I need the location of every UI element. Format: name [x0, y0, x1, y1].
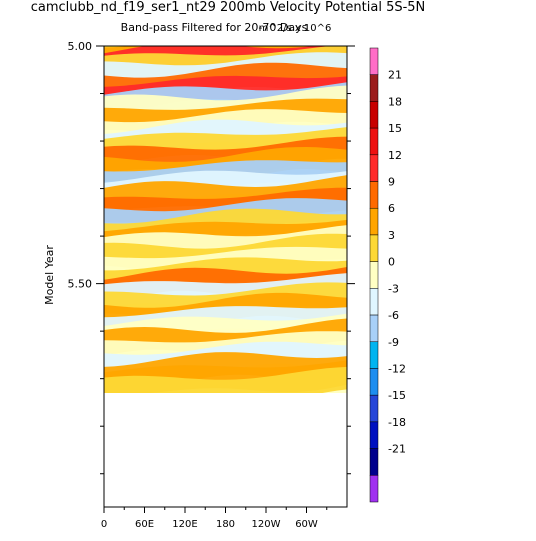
colorbar-box [369, 181, 379, 209]
colorbar-label: 12 [388, 149, 402, 162]
y-tick-label: 5.50 [68, 278, 93, 291]
colorbar-label: -12 [388, 362, 406, 375]
colorbar-box [369, 74, 379, 102]
y-axis-label: Model Year [43, 245, 56, 305]
colorbar-label: 6 [388, 202, 395, 215]
x-tick-label: 60W [295, 519, 318, 530]
colorbar-box [369, 341, 379, 369]
x-tick-label: 60E [135, 519, 154, 530]
colorbar-box [369, 368, 379, 396]
x-tick-label: 120W [252, 519, 281, 530]
colorbar-box [369, 154, 379, 182]
colorbar-box [369, 47, 379, 75]
colorbar-box [369, 207, 379, 236]
contour-fill [104, 46, 347, 393]
colorbar-box [369, 421, 379, 449]
colorbar: 21 18 15 12 9 6 3 0 -3 -6 -9 -12 -15 -18 -21 [369, 47, 406, 503]
y-tick-label: 5.00 [68, 40, 93, 53]
colorbar-box [369, 448, 379, 476]
colorbar-label: 0 [388, 256, 395, 269]
colorbar-box [369, 288, 379, 316]
chart-subtitle: Band-pass Filtered for 20-70 Days [121, 21, 308, 34]
y-axis: 5.00 5.50 [68, 40, 355, 475]
x-axis: 0 60E 120E 180 120W 60W [101, 507, 328, 530]
colorbar-label: 3 [388, 229, 395, 242]
contour-band [104, 366, 347, 393]
x-tick-label: 120E [172, 519, 197, 530]
colorbar-box [369, 101, 379, 129]
colorbar-label: -15 [388, 389, 406, 402]
colorbar-label: -18 [388, 416, 406, 429]
colorbar-box [369, 127, 379, 156]
colorbar-box [369, 475, 379, 503]
colorbar-label: -6 [388, 309, 399, 322]
colorbar-label: 21 [388, 69, 402, 82]
colorbar-box [369, 394, 379, 423]
colorbar-label: 9 [388, 176, 395, 189]
chart-title: camclubb_nd_f19_ser1_nt29 200mb Velocity… [31, 0, 426, 15]
colorbar-label: 15 [388, 122, 402, 135]
plot-area: 0 60E 120E 180 120W 60W 5.00 5.50 [68, 40, 355, 530]
x-tick-label: 0 [101, 519, 107, 530]
colorbar-label: -21 [388, 443, 406, 456]
colorbar-label: -3 [388, 282, 399, 295]
colorbar-box [369, 234, 379, 262]
colorbar-box [369, 314, 379, 343]
x-tick-label: 180 [216, 519, 235, 530]
units-label: m^2/s x 10^6 [259, 23, 332, 34]
colorbar-box [369, 261, 379, 289]
colorbar-label: 18 [388, 95, 402, 108]
colorbar-label: -9 [388, 336, 399, 349]
